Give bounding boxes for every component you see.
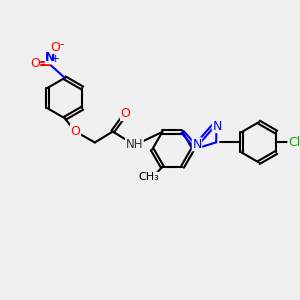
Text: N: N — [45, 51, 56, 64]
Text: O: O — [121, 107, 130, 121]
Text: CH₃: CH₃ — [139, 172, 159, 182]
Text: O: O — [70, 125, 80, 138]
Text: N: N — [192, 138, 202, 151]
Text: -: - — [59, 38, 64, 51]
Text: O: O — [30, 57, 40, 70]
Text: NH: NH — [126, 138, 143, 151]
Text: N: N — [212, 120, 222, 133]
Text: +: + — [51, 54, 60, 64]
Text: O: O — [50, 40, 60, 53]
Text: Cl: Cl — [288, 136, 300, 149]
